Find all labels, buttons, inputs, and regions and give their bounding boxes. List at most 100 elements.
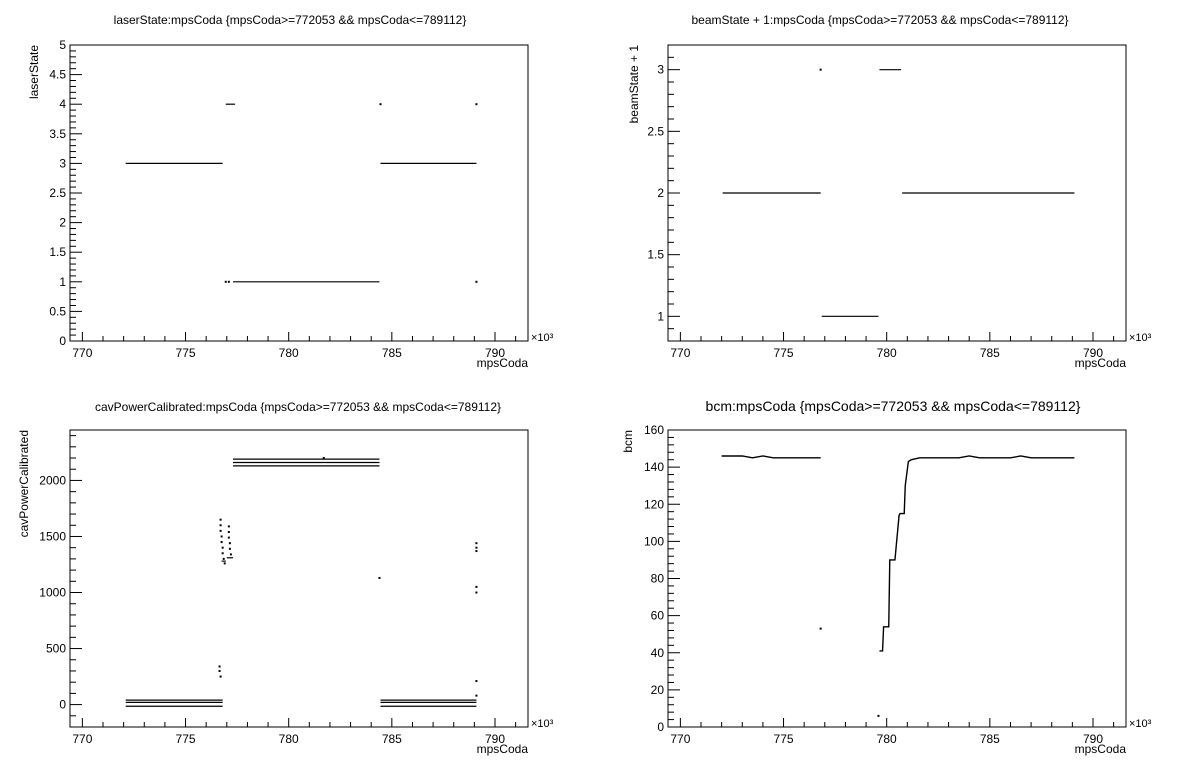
y-tick-label: 0	[59, 698, 66, 712]
data-point	[227, 530, 230, 533]
y-tick-label: 2000	[39, 473, 66, 487]
y-tick-label: 160	[644, 423, 664, 437]
chart-title: bcm:mpsCoda {mpsCoda>=772053 && mpsCoda<…	[706, 398, 1081, 414]
y-tick-label: 20	[651, 683, 665, 697]
y-tick-label: 120	[644, 497, 664, 511]
x-multiplier-label: ×10³	[1129, 718, 1152, 730]
x-axis-label: mpsCoda	[1075, 742, 1127, 756]
y-tick-label: 1500	[39, 529, 66, 543]
data-point	[475, 680, 478, 683]
y-tick-label: 3	[59, 156, 66, 170]
data-point	[227, 525, 230, 528]
x-multiplier-label: ×10³	[1129, 332, 1152, 344]
data-point	[228, 547, 231, 550]
y-axis-label: bcm	[621, 430, 635, 453]
plot-frame	[667, 429, 1127, 728]
x-tick-label: 775	[176, 346, 196, 360]
data-series-line	[721, 455, 821, 459]
y-tick-label: 40	[651, 646, 665, 660]
x-tick-label: 780	[877, 732, 897, 746]
data-point	[219, 675, 222, 678]
data-point	[224, 280, 227, 283]
panel-laser-state: laserState:mpsCoda {mpsCoda>=772053 && m…	[27, 13, 554, 370]
data-point	[475, 591, 478, 594]
data-series-line	[879, 455, 1075, 652]
y-tick-label: 0	[657, 720, 664, 734]
x-tick-label: 785	[382, 732, 402, 746]
y-tick-label: 80	[651, 572, 665, 586]
y-tick-label: 5	[59, 38, 66, 52]
x-tick-label: 775	[774, 732, 794, 746]
y-tick-label: 1000	[39, 586, 66, 600]
data-point	[229, 553, 232, 556]
y-tick-label: 500	[46, 642, 66, 656]
y-tick-label: 1.5	[647, 248, 664, 262]
data-point	[475, 546, 478, 549]
x-tick-label: 770	[72, 732, 92, 746]
y-tick-label: 1	[657, 309, 664, 323]
x-tick-label: 785	[980, 346, 1000, 360]
data-point	[475, 585, 478, 588]
data-point	[819, 627, 822, 630]
x-multiplier-label: ×10³	[531, 718, 554, 730]
x-tick-label: 790	[1083, 346, 1103, 360]
x-tick-label: 775	[176, 732, 196, 746]
y-tick-label: 60	[651, 609, 665, 623]
x-tick-label: 785	[382, 346, 402, 360]
panel-cav-power: cavPowerCalibrated:mpsCoda {mpsCoda>=772…	[17, 400, 554, 756]
x-tick-label: 790	[1083, 732, 1103, 746]
x-tick-label: 775	[774, 346, 794, 360]
x-tick-label: 780	[279, 346, 299, 360]
data-point	[228, 542, 231, 545]
panel-bcm: bcm:mpsCoda {mpsCoda>=772053 && mpsCoda<…	[621, 398, 1152, 756]
data-point	[819, 68, 822, 71]
chart-title: laserState:mpsCoda {mpsCoda>=772053 && m…	[114, 13, 467, 27]
data-point	[220, 535, 223, 538]
y-tick-label: 2	[59, 216, 66, 230]
x-tick-label: 770	[670, 346, 690, 360]
x-axis-label: mpsCoda	[477, 742, 529, 756]
data-point	[475, 694, 478, 697]
x-tick-label: 770	[670, 732, 690, 746]
y-tick-label: 3.5	[49, 127, 66, 141]
data-point	[219, 529, 222, 532]
x-multiplier-label: ×10³	[531, 332, 554, 344]
chart-title: beamState + 1:mpsCoda {mpsCoda>=772053 &…	[691, 13, 1068, 27]
data-point	[221, 552, 224, 555]
y-tick-label: 100	[644, 534, 664, 548]
x-tick-label: 790	[485, 732, 505, 746]
y-tick-label: 4.5	[49, 68, 66, 82]
y-tick-label: 0.5	[49, 304, 66, 318]
x-tick-label: 780	[877, 346, 897, 360]
data-point	[475, 280, 478, 283]
chart-title: cavPowerCalibrated:mpsCoda {mpsCoda>=772…	[95, 400, 501, 414]
y-tick-label: 140	[644, 460, 664, 474]
y-tick-label: 0	[59, 334, 66, 348]
x-axis-label: mpsCoda	[1075, 356, 1127, 370]
data-point	[322, 457, 325, 460]
y-tick-label: 4	[59, 97, 66, 111]
x-axis-label: mpsCoda	[477, 356, 529, 370]
data-point	[219, 524, 222, 527]
y-tick-label: 1.5	[49, 245, 66, 259]
x-tick-label: 780	[279, 732, 299, 746]
data-point	[222, 557, 225, 560]
y-tick-label: 2.5	[49, 186, 66, 200]
x-tick-label: 790	[485, 346, 505, 360]
x-tick-label: 785	[980, 732, 1000, 746]
y-tick-label: 2	[657, 186, 664, 200]
data-point	[219, 518, 222, 521]
data-point	[221, 546, 224, 549]
y-axis-label: cavPowerCalibrated	[17, 430, 31, 537]
data-point	[223, 562, 226, 565]
y-axis-label: beamState + 1	[627, 45, 641, 124]
y-tick-label: 2.5	[647, 124, 664, 138]
data-point	[227, 280, 230, 283]
y-axis-label: laserState	[27, 45, 41, 99]
plot-frame	[69, 44, 529, 342]
data-point	[218, 665, 221, 668]
x-tick-label: 770	[72, 346, 92, 360]
data-point	[877, 714, 880, 717]
data-point	[475, 550, 478, 553]
